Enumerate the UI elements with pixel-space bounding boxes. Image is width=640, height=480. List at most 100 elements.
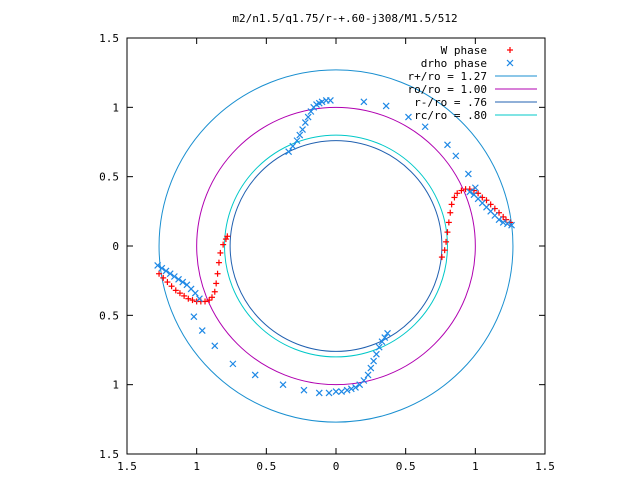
w-phase-point: [206, 297, 213, 304]
w-phase-point: [441, 247, 448, 254]
y-tick-label: 1: [112, 379, 119, 392]
drho-phase-point: [158, 264, 166, 272]
drho-phase-point: [352, 384, 359, 391]
drho-phase-point: [301, 119, 309, 127]
w-phase-point: [176, 290, 183, 297]
drho-phase-point: [347, 385, 355, 393]
drho-phase-point: [300, 386, 308, 394]
drho-phase-point: [382, 102, 390, 110]
legend-label: rc/ro = .80: [414, 109, 487, 122]
x-tick-label: 0.5: [256, 460, 276, 473]
legend-label: W phase: [441, 44, 487, 57]
circle-0: [158, 69, 514, 423]
y-tick-label: 0.5: [99, 171, 119, 184]
legend-label: drho phase: [421, 57, 487, 70]
w-phase-point: [447, 209, 454, 216]
w-phase-point: [224, 233, 231, 240]
w-phase-point: [217, 249, 224, 256]
drho-phase-point: [196, 295, 203, 303]
drho-phase-point: [179, 278, 187, 286]
w-phase-point: [156, 270, 163, 277]
drho-phase-point: [154, 261, 162, 269]
w-phase-point: [215, 259, 222, 266]
legend-symbol: [506, 59, 514, 67]
x-tick-label: 0.5: [396, 460, 416, 473]
drho-phase-point: [289, 142, 297, 150]
w-phase-point: [213, 280, 220, 287]
ticks-layer: 1.5 1 0.5 0 0.5 1 1.51.510.500.511.5: [99, 32, 555, 473]
drho-phase-point: [229, 360, 237, 368]
drho-phase-point: [367, 364, 375, 372]
drho-phase-point: [508, 221, 515, 229]
y-tick-label: 0: [112, 240, 119, 253]
legend-label: r-/ro = .76: [414, 96, 487, 109]
w-phase-point: [185, 295, 192, 302]
circle-1: [196, 106, 476, 386]
circle-2: [229, 140, 443, 352]
drho-phase-point: [190, 313, 198, 321]
drho-phase-point: [315, 389, 323, 397]
drho-phase-point: [444, 141, 451, 149]
drho-phase-point: [384, 329, 391, 337]
drho-phase-point: [503, 220, 511, 228]
circles-layer: [158, 69, 514, 423]
w-phase-point: [448, 201, 455, 208]
drho-phase-point: [332, 388, 340, 396]
y-tick-label: 1: [112, 101, 119, 114]
drho-phase-point: [166, 270, 174, 278]
x-tick-label: 0: [333, 460, 340, 473]
drho-phase-point: [364, 371, 372, 379]
legend-symbol: [507, 47, 513, 53]
drho-phase-point: [325, 389, 333, 397]
drho-phase-point: [381, 334, 389, 341]
drho-phase-point: [285, 148, 293, 156]
drho-phase-point: [162, 267, 170, 275]
drho-phase-point: [343, 386, 351, 394]
drho-phase-point: [299, 126, 306, 133]
w-phase-point: [444, 229, 451, 236]
drho-phase-point: [405, 113, 412, 121]
drho-phase-point: [375, 343, 383, 351]
w-phase-point: [160, 274, 167, 281]
drho-phase-point: [378, 338, 386, 346]
drho-phase-point: [251, 371, 259, 379]
legend-label: r+/ro = 1.27: [408, 70, 487, 83]
w-phase-point: [438, 254, 445, 261]
x-tick-label: 1: [472, 460, 479, 473]
w-phase-point: [214, 270, 221, 277]
w-phase-point: [222, 236, 229, 243]
drho-phase-point: [370, 357, 378, 365]
drho-phase-point: [211, 342, 219, 350]
drho-phase-point: [318, 98, 326, 106]
drho-phase-point: [464, 170, 472, 178]
drho-phase-point: [495, 216, 503, 224]
drho-phase-point: [499, 219, 507, 226]
circle-3: [224, 134, 448, 358]
w-phase-point: [202, 298, 209, 305]
w-phase-point: [208, 294, 215, 301]
chart-title: m2/n1.5/q1.75/r-+.60-j308/M1.5/512: [232, 12, 457, 25]
w-phase-point: [445, 219, 452, 226]
x-tick-label: 1.5: [535, 460, 555, 473]
legend-label: ro/ro = 1.00: [408, 83, 487, 96]
y-tick-label: 0.5: [99, 309, 119, 322]
drho-phase-point: [327, 96, 334, 104]
x-tick-label: 1.5: [117, 460, 137, 473]
w-phase-point: [451, 194, 458, 201]
x-tick-label: 1: [193, 460, 200, 473]
drho-phase-point: [191, 289, 199, 297]
w-phase-point: [164, 279, 171, 286]
drho-phase-point: [372, 350, 380, 358]
drho-phase-point: [293, 137, 301, 145]
w-phase-point: [168, 283, 175, 290]
drho-phase-point: [360, 377, 368, 384]
drho-phase-point: [279, 381, 287, 389]
drho-phase-point: [304, 113, 312, 121]
w-phase-point: [211, 288, 218, 295]
w-phase-point: [458, 187, 465, 194]
drho-phase-point: [452, 152, 460, 160]
drho-phase-point: [198, 327, 206, 335]
drho-phase-point: [421, 123, 429, 131]
